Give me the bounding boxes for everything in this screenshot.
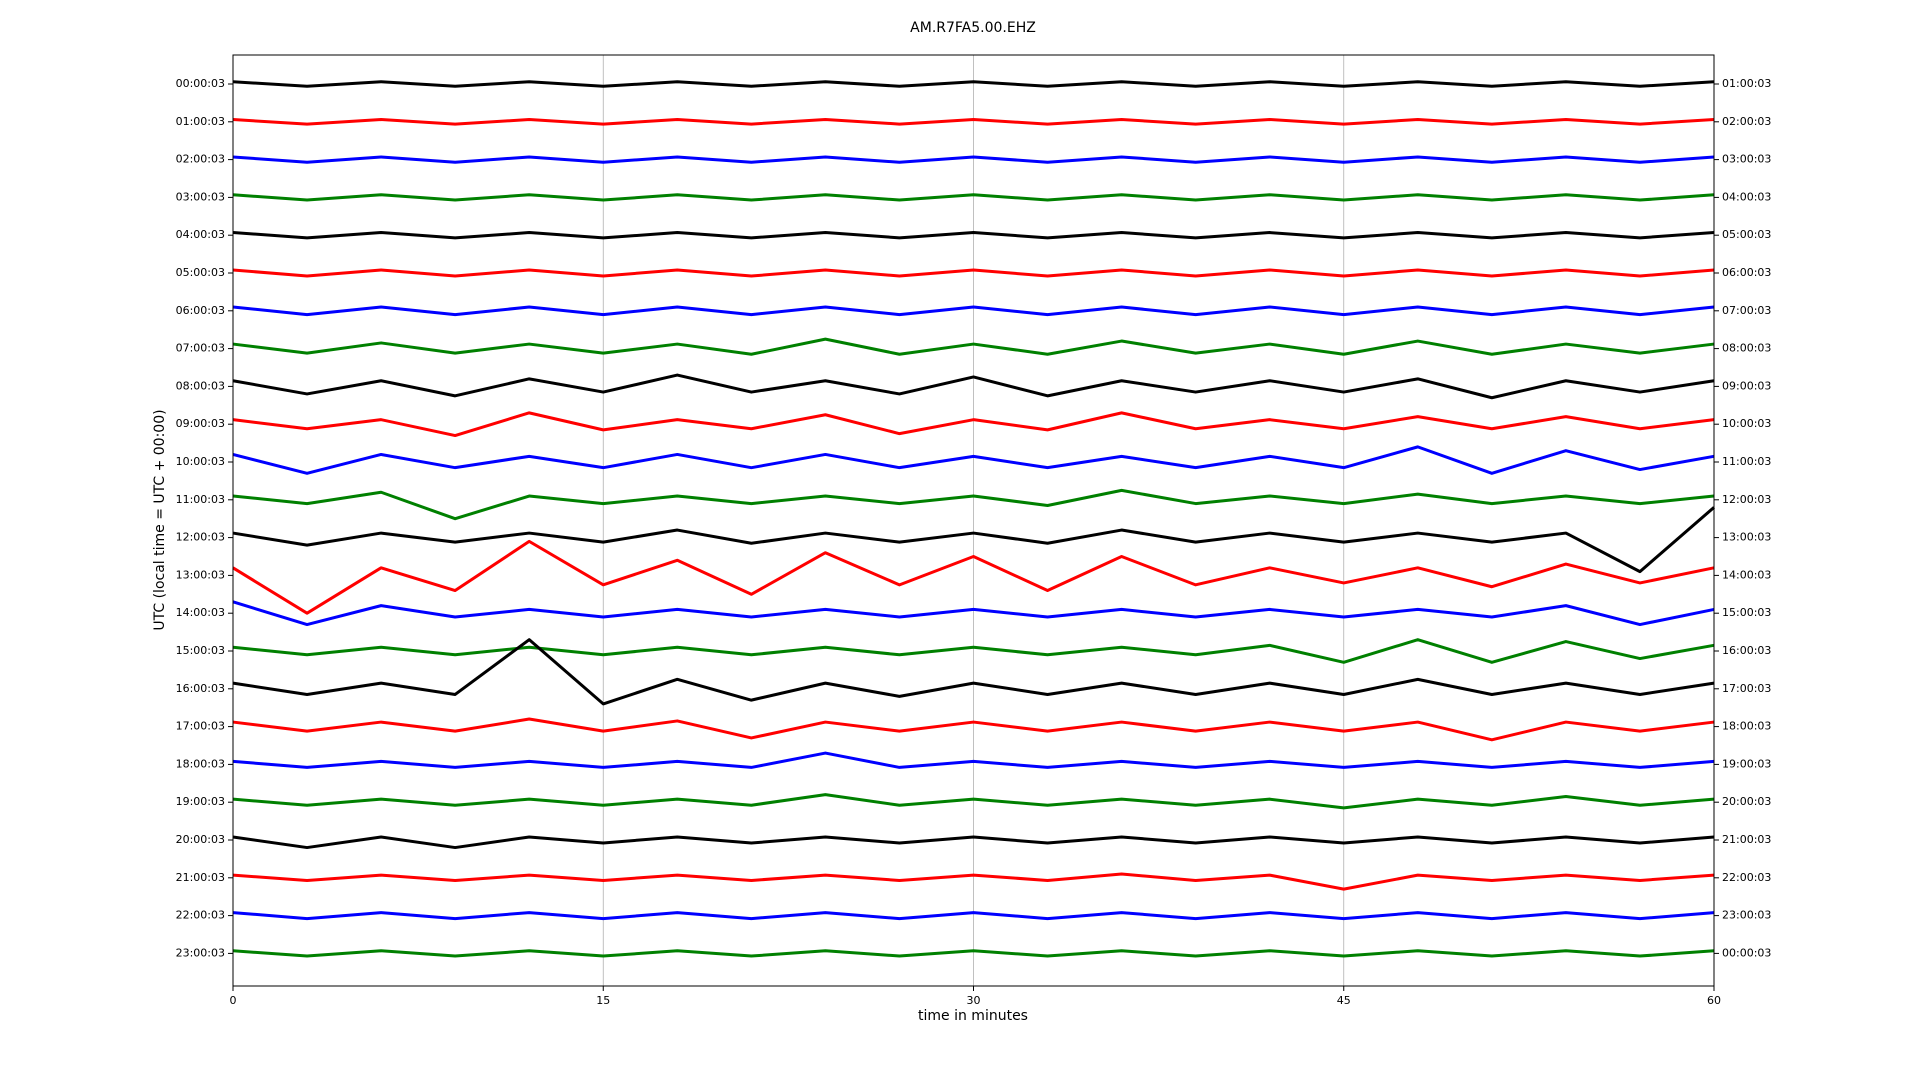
y-tick-label-right: 18:00:03 [1722, 720, 1771, 733]
y-tick-label-right: 23:00:03 [1722, 909, 1771, 922]
y-tick-label-right: 13:00:03 [1722, 531, 1771, 544]
chart-title: AM.R7FA5.00.EHZ [910, 20, 1036, 36]
y-tick-label-right: 17:00:03 [1722, 682, 1771, 695]
trace [232, 506, 1715, 574]
y-tick-label: 04:00:03 [176, 228, 225, 241]
trace [232, 488, 1715, 521]
y-tick-label: 05:00:03 [176, 266, 225, 279]
y-tick-label-right: 19:00:03 [1722, 757, 1771, 770]
y-tick-label-right: 22:00:03 [1722, 871, 1771, 884]
y-tick-label-right: 14:00:03 [1722, 568, 1771, 581]
y-tick-label-right: 09:00:03 [1722, 379, 1771, 392]
trace [232, 193, 1715, 202]
trace [232, 268, 1715, 278]
y-tick-label-right: 07:00:03 [1722, 304, 1771, 317]
y-tick-label-right: 20:00:03 [1722, 795, 1771, 808]
y-tick-label: 09:00:03 [176, 417, 225, 430]
trace [232, 539, 1715, 615]
y-tick-label: 23:00:03 [176, 946, 225, 959]
trace [232, 411, 1715, 438]
y-tick-label: 14:00:03 [176, 606, 225, 619]
y-tick-label-right: 05:00:03 [1722, 228, 1771, 241]
trace [232, 373, 1715, 400]
y-tick-label-right: 01:00:03 [1722, 77, 1771, 90]
y-tick-label-right: 00:00:03 [1722, 946, 1771, 959]
x-tick-label: 45 [1337, 994, 1351, 1007]
trace [232, 638, 1715, 664]
y-tick-label-right: 15:00:03 [1722, 606, 1771, 619]
trace [232, 231, 1715, 240]
trace [232, 793, 1715, 810]
y-tick-label-right: 08:00:03 [1722, 342, 1771, 355]
y-tick-label-right: 02:00:03 [1722, 115, 1771, 128]
y-tick-label-right: 16:00:03 [1722, 644, 1771, 657]
y-tick-label: 19:00:03 [176, 795, 225, 808]
trace [232, 638, 1715, 706]
y-tick-label: 02:00:03 [176, 153, 225, 166]
y-tick-label: 01:00:03 [176, 115, 225, 128]
y-tick-label-right: 04:00:03 [1722, 190, 1771, 203]
y-tick-label: 17:00:03 [176, 720, 225, 733]
y-tick-label: 18:00:03 [176, 757, 225, 770]
y-tick-label: 03:00:03 [176, 190, 225, 203]
y-tick-label: 21:00:03 [176, 871, 225, 884]
x-tick-label: 0 [230, 994, 237, 1007]
trace [232, 600, 1715, 627]
y-tick-label: 12:00:03 [176, 531, 225, 544]
y-tick-label: 20:00:03 [176, 833, 225, 846]
y-tick-label: 16:00:03 [176, 682, 225, 695]
trace [232, 305, 1715, 317]
x-tick-label: 15 [596, 994, 610, 1007]
trace [232, 949, 1715, 958]
trace [232, 835, 1715, 850]
trace [232, 445, 1715, 475]
y-tick-label: 11:00:03 [176, 493, 225, 506]
x-axis-label: time in minutes [918, 1008, 1028, 1024]
y-tick-label: 06:00:03 [176, 304, 225, 317]
trace [232, 155, 1715, 164]
y-tick-label: 08:00:03 [176, 379, 225, 392]
y-tick-label: 22:00:03 [176, 909, 225, 922]
plot-frame [232, 54, 1715, 987]
y-tick-label: 13:00:03 [176, 568, 225, 581]
trace [232, 872, 1715, 891]
x-tick-label: 60 [1707, 994, 1721, 1007]
y-tick-label: 00:00:03 [176, 77, 225, 90]
trace [232, 717, 1715, 742]
trace [232, 911, 1715, 921]
y-tick-label-right: 21:00:03 [1722, 833, 1771, 846]
y-tick-label-right: 06:00:03 [1722, 266, 1771, 279]
x-tick-label: 30 [967, 994, 981, 1007]
y-tick-label: 10:00:03 [176, 455, 225, 468]
y-tick-label-right: 12:00:03 [1722, 493, 1771, 506]
y-axis-label: UTC (local time = UTC + 00:00) [152, 409, 168, 630]
y-tick-label: 07:00:03 [176, 342, 225, 355]
y-tick-label-right: 03:00:03 [1722, 153, 1771, 166]
trace [232, 80, 1715, 88]
trace [232, 337, 1715, 356]
trace [232, 751, 1715, 769]
y-tick-label: 15:00:03 [176, 644, 225, 657]
y-tick-label-right: 10:00:03 [1722, 417, 1771, 430]
y-tick-label-right: 11:00:03 [1722, 455, 1771, 468]
trace [232, 118, 1715, 126]
